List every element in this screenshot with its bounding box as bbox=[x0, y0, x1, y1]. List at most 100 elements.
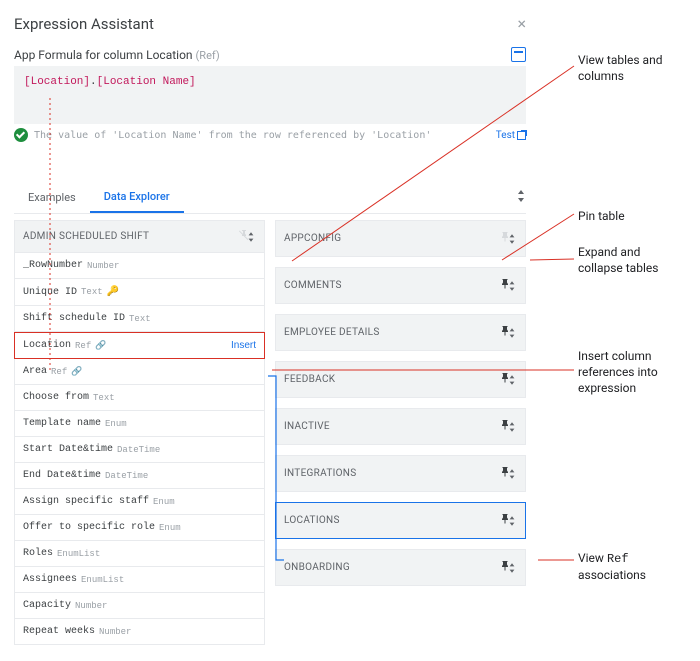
column-name: Area bbox=[23, 366, 47, 377]
column-name: Location bbox=[23, 340, 71, 351]
annotation-ref-l1: View bbox=[578, 551, 604, 565]
table-row[interactable]: EMPLOYEE DETAILS bbox=[275, 314, 526, 351]
column-type: Number bbox=[99, 627, 131, 637]
pin-icon[interactable] bbox=[495, 513, 507, 528]
column-row[interactable]: Unique ID Text 🔑 bbox=[14, 279, 265, 306]
column-row[interactable]: Start Date&time DateTime bbox=[14, 437, 265, 463]
left-table-name: ADMIN SCHEDULED SHIFT bbox=[23, 231, 234, 242]
validation-text: The value of 'Location Name' from the ro… bbox=[34, 130, 490, 141]
table-row[interactable]: LOCATIONS bbox=[275, 502, 526, 539]
column-type: DateTime bbox=[117, 445, 160, 455]
column-name: Unique ID bbox=[23, 287, 77, 298]
column-type: Enum bbox=[153, 497, 175, 507]
expand-collapse-icon[interactable] bbox=[507, 328, 517, 338]
column-type: Text bbox=[81, 287, 103, 297]
validation-row: The value of 'Location Name' from the ro… bbox=[14, 124, 526, 154]
column-type: Text bbox=[129, 314, 151, 324]
link-icon: 🔗 bbox=[71, 367, 82, 377]
column-type: EnumList bbox=[57, 549, 100, 559]
column-row[interactable]: Choose fromText bbox=[14, 385, 265, 411]
pin-icon[interactable] bbox=[495, 560, 507, 575]
left-table-column: ADMIN SCHEDULED SHIFT _RowNumberNumberUn… bbox=[14, 220, 265, 645]
column-row[interactable]: Template name Enum bbox=[14, 411, 265, 437]
column-name: Choose from bbox=[23, 392, 89, 403]
column-row[interactable]: Area Ref 🔗 bbox=[14, 359, 265, 385]
column-row[interactable]: Location Ref 🔗 Insert bbox=[14, 332, 265, 359]
right-tables-column: APPCONFIG COMMENTS EMPLOYEE DETAILS FEEDBAC… bbox=[275, 220, 526, 645]
expand-collapse-icon[interactable] bbox=[507, 516, 517, 526]
pin-icon[interactable] bbox=[495, 231, 507, 246]
column-type: Enum bbox=[105, 419, 127, 429]
key-icon: 🔑 bbox=[107, 286, 119, 298]
expand-collapse-icon[interactable] bbox=[507, 375, 517, 385]
calendar-icon[interactable] bbox=[511, 47, 526, 62]
column-name: Template name bbox=[23, 418, 101, 429]
table-name: EMPLOYEE DETAILS bbox=[284, 327, 495, 338]
dialog-title: Expression Assistant bbox=[14, 15, 154, 33]
column-name: Start Date&time bbox=[23, 444, 113, 455]
column-row[interactable]: Capacity Number bbox=[14, 593, 265, 619]
formula-label-ref: (Ref) bbox=[196, 49, 220, 62]
column-row[interactable]: Roles EnumList bbox=[14, 541, 265, 567]
expand-collapse-icon[interactable] bbox=[507, 563, 517, 573]
data-explorer-panel: ADMIN SCHEDULED SHIFT _RowNumberNumberUn… bbox=[14, 214, 526, 645]
table-row[interactable]: COMMENTS bbox=[275, 267, 526, 304]
table-row[interactable]: FEEDBACK bbox=[275, 361, 526, 398]
pin-icon[interactable] bbox=[495, 278, 507, 293]
annotation-ref-code: Ref bbox=[607, 552, 629, 566]
formula-label: App Formula for column Location (Ref) bbox=[14, 48, 220, 62]
link-icon: 🔗 bbox=[95, 341, 106, 351]
column-row[interactable]: _RowNumberNumber bbox=[14, 253, 265, 279]
column-name: Capacity bbox=[23, 600, 71, 611]
insert-link[interactable]: Insert bbox=[231, 340, 256, 351]
column-row[interactable]: Offer to specific role Enum bbox=[14, 515, 265, 541]
column-name: Offer to specific role bbox=[23, 522, 155, 533]
column-row[interactable]: Assign specific staffEnum bbox=[14, 489, 265, 515]
table-row[interactable]: INTEGRATIONS bbox=[275, 455, 526, 492]
column-type: DateTime bbox=[105, 471, 148, 481]
expr-token-1: [Location] bbox=[24, 76, 90, 88]
table-name: FEEDBACK bbox=[284, 374, 495, 385]
expand-collapse-icon[interactable] bbox=[507, 422, 517, 432]
pin-icon[interactable] bbox=[495, 325, 507, 340]
test-link-label: Test bbox=[496, 130, 515, 141]
column-type: Ref bbox=[75, 341, 91, 351]
column-row[interactable]: Assignees EnumList bbox=[14, 567, 265, 593]
column-name: Roles bbox=[23, 548, 53, 559]
column-row[interactable]: End Date&timeDateTime bbox=[14, 463, 265, 489]
column-name: Shift schedule ID bbox=[23, 313, 125, 324]
column-type: Ref bbox=[51, 367, 67, 377]
column-name: Repeat weeks bbox=[23, 626, 95, 637]
table-row[interactable]: ONBOARDING bbox=[275, 549, 526, 586]
table-name: INTEGRATIONS bbox=[284, 468, 495, 479]
table-row[interactable]: APPCONFIG bbox=[275, 220, 526, 257]
table-name: LOCATIONS bbox=[284, 515, 495, 526]
close-icon[interactable]: × bbox=[517, 14, 526, 33]
column-type: EnumList bbox=[81, 575, 124, 585]
check-circle-icon bbox=[14, 128, 28, 142]
annotation-view-tables: View tables and columns bbox=[578, 52, 688, 84]
expr-token-2: [Location Name] bbox=[97, 76, 196, 88]
sort-icon[interactable] bbox=[512, 186, 526, 209]
expand-collapse-icon[interactable] bbox=[507, 281, 517, 291]
expand-collapse-icon[interactable] bbox=[507, 469, 517, 479]
pin-icon[interactable] bbox=[495, 466, 507, 481]
column-name: _RowNumber bbox=[23, 260, 83, 271]
left-table-header[interactable]: ADMIN SCHEDULED SHIFT bbox=[14, 220, 265, 253]
pin-off-icon[interactable] bbox=[234, 229, 246, 244]
column-type: Enum bbox=[159, 523, 181, 533]
tab-data-explorer[interactable]: Data Explorer bbox=[90, 182, 184, 213]
external-link-icon bbox=[517, 131, 526, 140]
tab-examples[interactable]: Examples bbox=[14, 183, 90, 212]
table-row[interactable]: INACTIVE bbox=[275, 408, 526, 445]
column-row[interactable]: Repeat weeks Number bbox=[14, 619, 265, 645]
table-name: INACTIVE bbox=[284, 421, 495, 432]
annotation-insert-column: Insert column references into expression bbox=[578, 348, 688, 397]
test-link[interactable]: Test bbox=[496, 130, 526, 141]
column-row[interactable]: Shift schedule ID Text bbox=[14, 306, 265, 332]
column-type: Number bbox=[75, 601, 107, 611]
expression-textarea[interactable]: [Location].[Location Name] bbox=[14, 66, 526, 124]
pin-icon[interactable] bbox=[495, 419, 507, 434]
column-name: Assignees bbox=[23, 574, 77, 585]
pin-icon[interactable] bbox=[495, 372, 507, 387]
